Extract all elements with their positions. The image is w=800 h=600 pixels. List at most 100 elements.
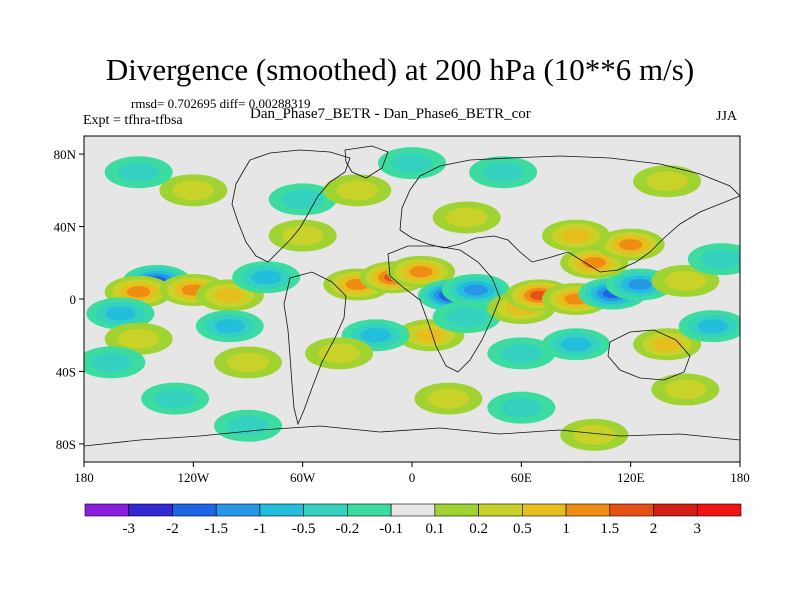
y-axis: 80N 40N 0 40S 80S bbox=[54, 147, 84, 452]
colorbar-label: 2 bbox=[650, 521, 658, 537]
anomaly-cell bbox=[487, 391, 556, 424]
anomaly-cell bbox=[596, 228, 665, 261]
anomaly-cell bbox=[268, 219, 337, 252]
anomaly-band bbox=[105, 306, 136, 321]
anomaly-cell bbox=[305, 337, 374, 370]
colorbar-swatch bbox=[696, 503, 742, 517]
experiment-label: Expt = tfhra-tfbsa bbox=[83, 113, 183, 128]
y-tick-label: 0 bbox=[70, 292, 77, 307]
colorbar-label: -1.5 bbox=[204, 521, 228, 537]
anomaly-cell bbox=[341, 319, 410, 352]
anomaly-cell bbox=[104, 322, 173, 355]
anomaly-cell bbox=[414, 382, 483, 415]
anomaly-cell bbox=[387, 255, 456, 288]
anomaly-band bbox=[482, 162, 525, 183]
coast-eurasia bbox=[399, 155, 740, 273]
colorbar-label: -0.1 bbox=[379, 521, 403, 537]
anomaly-cell bbox=[432, 201, 501, 234]
coast-antarctica bbox=[84, 425, 740, 447]
anomaly-band bbox=[700, 249, 740, 269]
anomaly-band bbox=[409, 266, 433, 278]
anomaly-band bbox=[627, 278, 652, 291]
coast-australia bbox=[607, 329, 691, 381]
anomaly-band bbox=[445, 207, 488, 228]
anomaly-cell bbox=[560, 418, 629, 451]
coast-north-america bbox=[231, 149, 351, 263]
anomaly-band bbox=[251, 270, 282, 285]
anomaly-band bbox=[582, 257, 607, 269]
x-tick-label: 60W bbox=[290, 470, 316, 485]
anomaly-cell bbox=[432, 301, 501, 334]
anomaly-band bbox=[560, 337, 592, 352]
anomaly-band bbox=[281, 189, 324, 210]
colorbar-swatch bbox=[653, 503, 698, 517]
anomaly-band bbox=[172, 180, 215, 201]
colorbar-label: 0.1 bbox=[425, 521, 444, 537]
colorbar-label: -1 bbox=[254, 521, 267, 537]
colorbar-label: 1.5 bbox=[600, 521, 619, 537]
anomaly-cell bbox=[542, 328, 610, 361]
x-tick-label: 60E bbox=[511, 470, 532, 485]
anomaly-cell bbox=[633, 328, 702, 361]
anomaly-cell bbox=[214, 409, 282, 442]
x-tick-label: 180 bbox=[730, 470, 750, 485]
x-tick-label: 180 bbox=[74, 470, 94, 485]
anomaly-band bbox=[117, 329, 160, 349]
anomaly-band bbox=[318, 343, 361, 364]
anomaly-band bbox=[463, 284, 488, 296]
colorbar-swatch bbox=[478, 503, 523, 517]
anomaly-cell bbox=[651, 373, 720, 406]
divergence-field bbox=[84, 136, 740, 462]
anomaly-band bbox=[664, 379, 707, 400]
anomaly-cell bbox=[441, 273, 510, 306]
colorbar-label: 1 bbox=[562, 521, 570, 537]
coast-south-america bbox=[283, 271, 347, 426]
anomaly-cell bbox=[86, 297, 155, 330]
colorbar-swatch bbox=[303, 503, 348, 517]
colorbar-label: 0.5 bbox=[513, 521, 532, 537]
anomaly-band bbox=[560, 228, 592, 243]
anomaly-band bbox=[360, 328, 391, 343]
coastlines bbox=[84, 145, 740, 447]
colorbar-legend: -3 -2 -1.5 -1 -0.5 -0.2 -0.1 0.1 0.2 0.5 1 1.5 2 3 bbox=[84, 503, 742, 537]
anomaly-cell bbox=[396, 319, 465, 352]
anomaly-band bbox=[227, 352, 269, 373]
anomaly-cell bbox=[633, 165, 702, 198]
anomaly-cell bbox=[214, 346, 282, 379]
colorbar-swatch bbox=[347, 503, 392, 517]
y-tick-label: 80N bbox=[54, 147, 77, 162]
anomaly-band bbox=[664, 271, 707, 291]
colorbar-swatch bbox=[390, 503, 436, 517]
case-label: Dan_Phase7_BETR - Dan_Phase6_BETR_cor bbox=[250, 106, 531, 122]
chart-title: Divergence (smoothed) at 200 hPa (10**6 … bbox=[105, 52, 695, 87]
colorbar-label: -3 bbox=[122, 521, 135, 537]
anomaly-cell bbox=[159, 174, 228, 207]
anomaly-cell bbox=[195, 310, 264, 343]
x-axis: 180 120W 60W 0 60E 120E 180 bbox=[74, 462, 750, 485]
anomaly-cell bbox=[469, 156, 538, 189]
y-tick-label: 40S bbox=[56, 364, 76, 379]
colorbar-swatch bbox=[609, 503, 654, 517]
colorbar-label: -0.5 bbox=[292, 521, 316, 537]
anomaly-band bbox=[154, 388, 197, 409]
anomaly-cell bbox=[141, 382, 210, 415]
anomaly-band bbox=[214, 288, 245, 303]
colorbar-swatch bbox=[259, 503, 304, 517]
stats-label: rmsd= 0.702695 diff= 0.00288319 bbox=[131, 96, 311, 111]
colorbar-swatch bbox=[128, 503, 173, 517]
anomaly-cell bbox=[104, 275, 173, 308]
anomaly-band bbox=[281, 225, 324, 246]
anomaly-band bbox=[697, 319, 728, 334]
colorbar-label: 0.2 bbox=[469, 521, 488, 537]
anomaly-band bbox=[500, 397, 543, 418]
colorbar-label: -0.2 bbox=[336, 521, 360, 537]
colorbar-swatch bbox=[522, 503, 567, 517]
anomaly-cell bbox=[323, 174, 392, 207]
colorbar-swatch bbox=[172, 503, 217, 517]
anomaly-band bbox=[573, 425, 616, 445]
anomaly-cell bbox=[542, 219, 610, 252]
coast-greenland bbox=[344, 145, 389, 179]
x-tick-label: 120W bbox=[177, 470, 210, 485]
anomaly-band bbox=[445, 307, 488, 327]
